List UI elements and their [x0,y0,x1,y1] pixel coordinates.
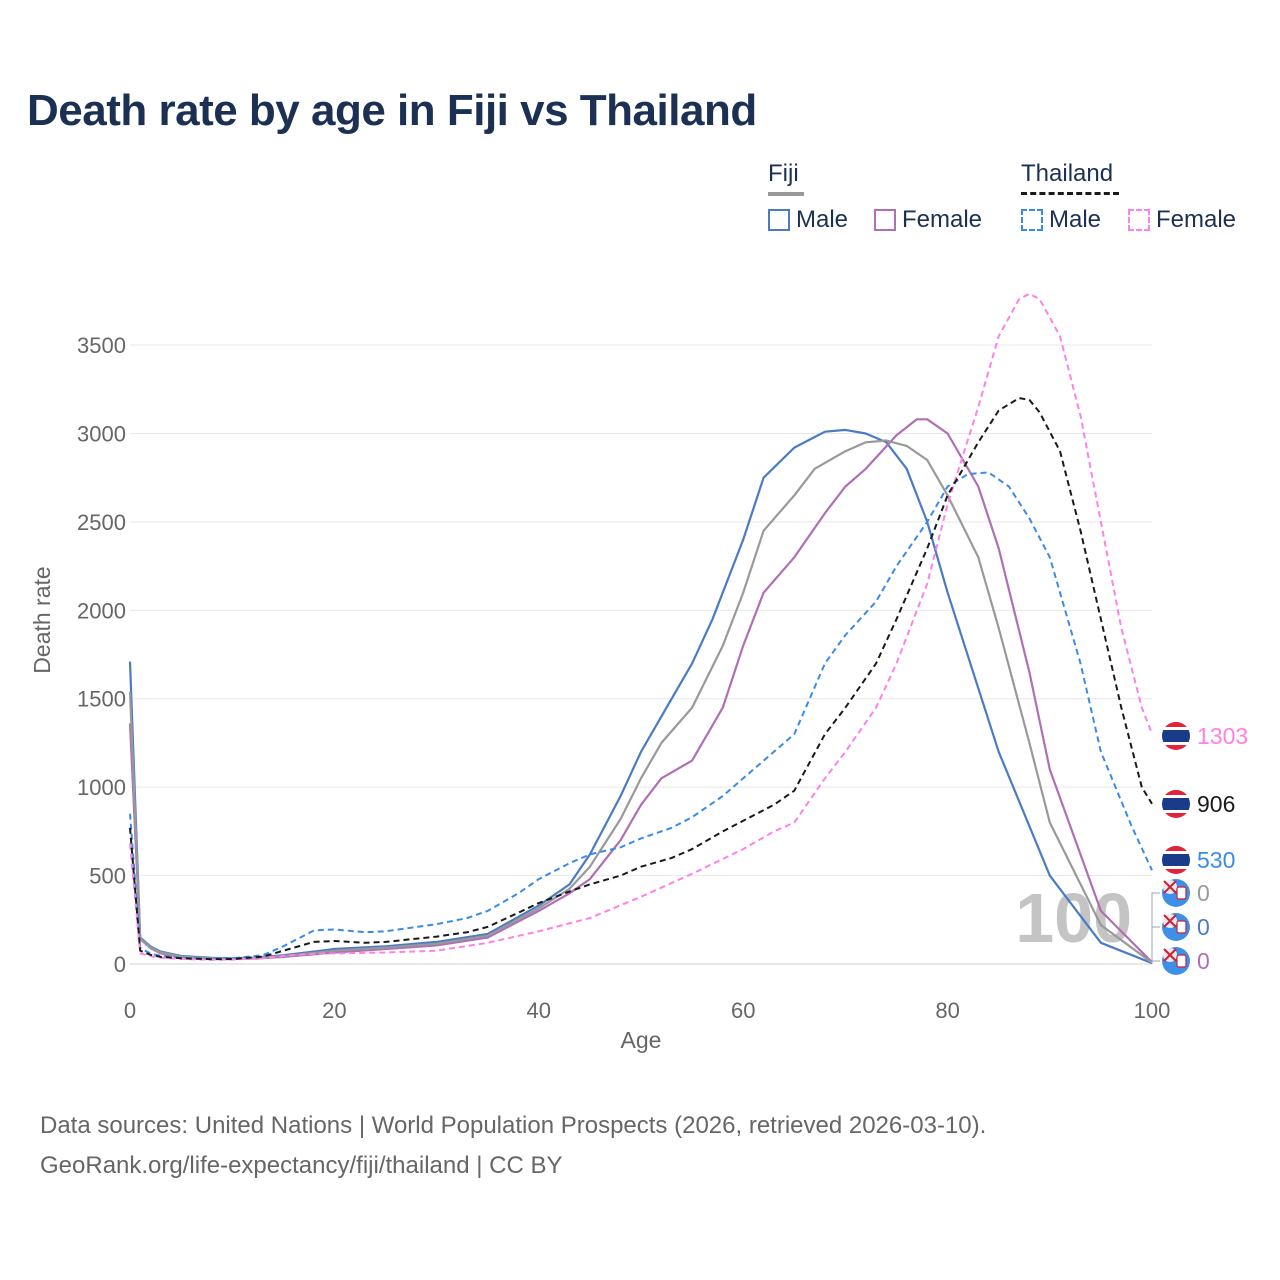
legend-item-thailand-female[interactable]: Female [1128,206,1236,234]
legend-thailand-line-sample [1021,192,1119,195]
y-tick-label: 0 [114,952,126,977]
y-tick-label: 500 [89,864,126,889]
x-tick-label: 80 [935,998,959,1023]
y-axis-label: Death rate [29,566,55,673]
x-tick-label: 20 [322,998,346,1023]
footer-sources: Data sources: United Nations | World Pop… [40,1112,987,1139]
end-value-label: 0 [1197,914,1210,940]
legend-swatch-fiji-male [768,209,790,231]
series-line-fiji-female[interactable] [128,418,1153,963]
end-value-label: 530 [1197,847,1235,873]
y-axis-ticks: 0 500 1000 1500 2000 2500 3000 3500 [77,333,126,977]
series-line-thailand-male[interactable] [129,471,1153,960]
legend-label-thailand-male: Male [1049,206,1102,233]
y-tick-label: 3500 [77,333,126,358]
footer: Data sources: United Nations | World Pop… [40,1106,986,1186]
end-label-fiji: 0 [1162,947,1210,975]
series-line-thailand-female[interactable] [129,292,1153,961]
legend-label-fiji-male: Male [796,206,849,233]
y-tick-label: 1000 [77,775,126,800]
legend-item-thailand-male[interactable]: Male [1021,206,1101,234]
legend-label-thailand-female: Female [1156,206,1237,233]
series-line-thailand-both-sexes[interactable] [129,397,1153,961]
x-tick-label: 0 [124,998,136,1023]
legend-swatch-fiji-female [874,209,896,231]
end-labels: 1303 906 530 0 0 0 [1151,722,1248,975]
y-tick-label: 2500 [77,510,126,535]
series-line-fiji-male[interactable] [128,428,1153,965]
legend-fiji-line-sample [768,192,804,196]
end-label-thailand: 906 [1162,790,1235,818]
x-axis-label: Age [621,1027,662,1053]
x-tick-label: 40 [527,998,551,1023]
end-label-thailand: 1303 [1162,722,1248,750]
x-tick-label: 60 [731,998,755,1023]
y-tick-label: 2000 [77,598,126,623]
series-line-fiji-both-sexes[interactable] [128,439,1153,964]
series-lines [128,292,1153,965]
end-value-label: 906 [1197,791,1235,817]
legend-group-thailand: Thailand [1021,160,1114,187]
legend-group-fiji: Fiji [768,160,799,187]
x-axis-ticks: 0 20 40 60 80 100 [124,998,1170,1023]
legend-label-fiji-female: Female [902,206,983,233]
year-watermark: 100 [1015,879,1132,957]
end-value-label: 0 [1197,948,1210,974]
footer-credit: GeoRank.org/life-expectancy/fiji/thailan… [40,1152,563,1179]
end-label-fiji: 0 [1162,879,1210,907]
end-label-thailand: 530 [1162,846,1235,874]
legend-item-fiji-female[interactable]: Female [874,206,982,234]
legend-item-fiji-male[interactable]: Male [768,206,848,234]
y-tick-label: 1500 [77,687,126,712]
chart-title: Death rate by age in Fiji vs Thailand [27,86,757,135]
end-label-connector [1151,892,1160,964]
end-value-label: 0 [1197,880,1210,906]
end-value-label: 1303 [1197,723,1248,749]
x-tick-label: 100 [1134,998,1171,1023]
legend-swatch-thailand-female [1128,209,1150,231]
grid-lines [130,344,1152,965]
end-label-fiji: 0 [1162,913,1210,941]
legend-swatch-thailand-male [1021,209,1043,231]
y-tick-label: 3000 [77,421,126,446]
legend: Fiji Male Female Thailand Male Female [766,160,1246,240]
